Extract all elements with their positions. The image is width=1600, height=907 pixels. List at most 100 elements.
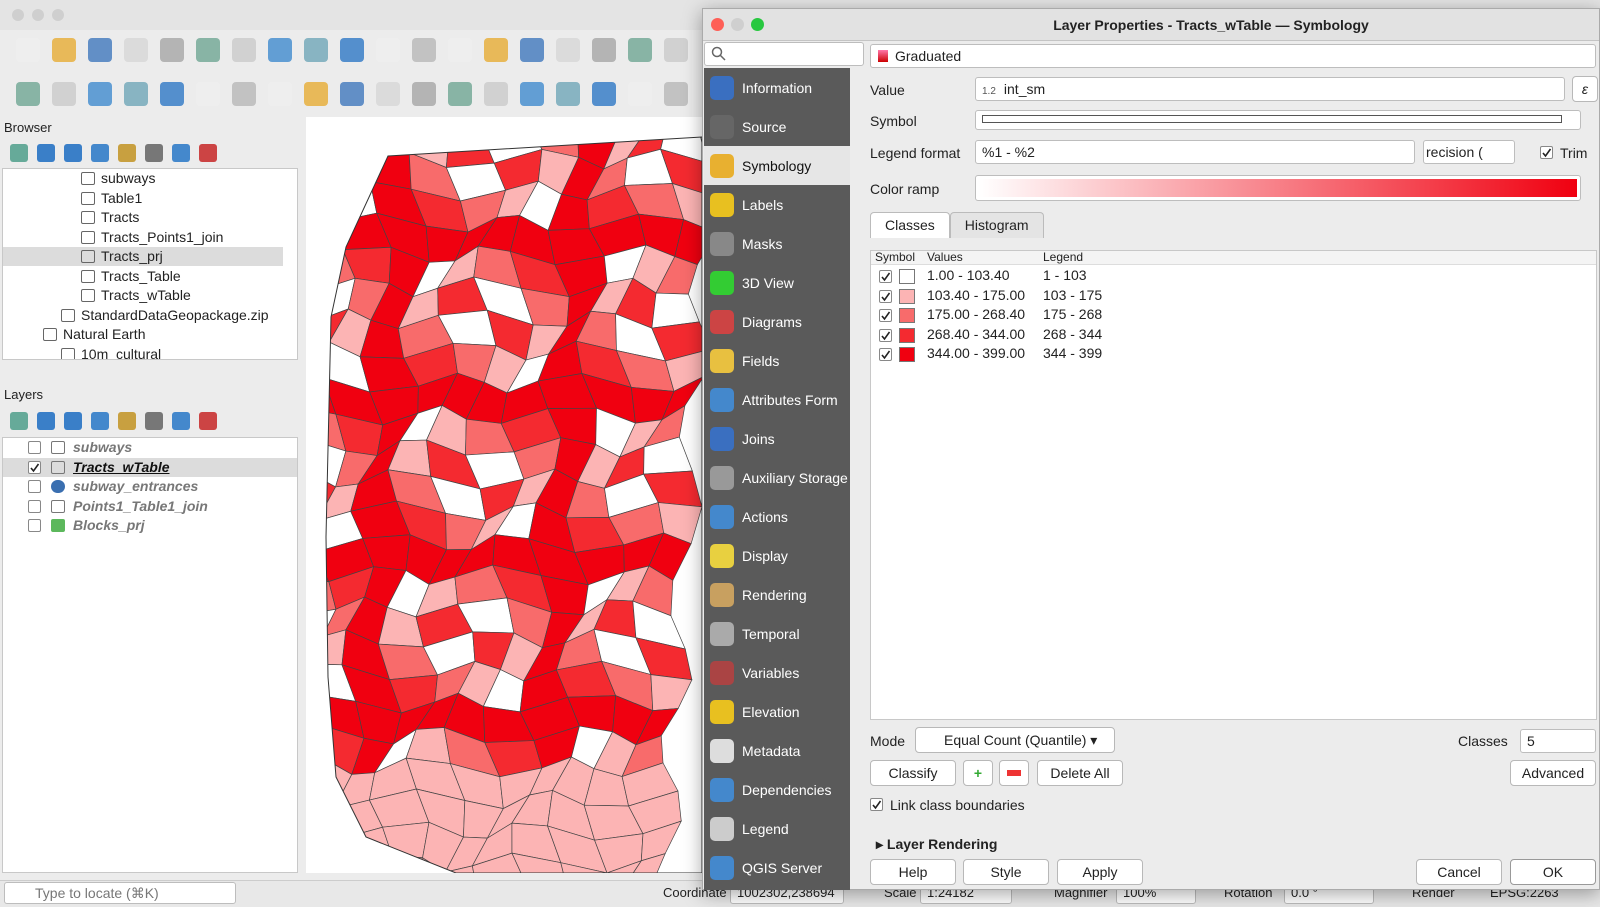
- layer-checkbox[interactable]: [28, 480, 41, 493]
- tool-icon[interactable]: [160, 82, 184, 106]
- sidebar-search[interactable]: [704, 42, 864, 66]
- dialog-close[interactable]: [711, 18, 724, 31]
- panel-tool[interactable]: [10, 412, 28, 430]
- layer-item[interactable]: Tracts_wTable: [3, 457, 297, 477]
- sidebar-item[interactable]: Temporal: [704, 614, 850, 653]
- panel-tool[interactable]: [172, 144, 190, 162]
- panel-tool[interactable]: [37, 412, 55, 430]
- tool-icon[interactable]: [340, 82, 364, 106]
- sidebar-item[interactable]: Masks: [704, 224, 850, 263]
- browser-item[interactable]: 10m_cultural: [3, 345, 283, 359]
- tool-icon[interactable]: [664, 38, 688, 62]
- precision[interactable]: recision (: [1423, 140, 1515, 164]
- layer-checkbox[interactable]: [28, 441, 41, 454]
- sidebar-item[interactable]: Metadata: [704, 731, 850, 770]
- browser-item[interactable]: subways: [3, 169, 283, 188]
- tool-icon[interactable]: [664, 82, 688, 106]
- style-button[interactable]: Style: [963, 859, 1049, 885]
- tool-icon[interactable]: [628, 82, 652, 106]
- panel-tool[interactable]: [145, 412, 163, 430]
- sidebar-item[interactable]: Information: [704, 68, 850, 107]
- tool-icon[interactable]: [520, 82, 544, 106]
- panel-tool[interactable]: [199, 144, 217, 162]
- sidebar-item[interactable]: 3D View: [704, 263, 850, 302]
- layer-checkbox[interactable]: [28, 460, 41, 474]
- tool-icon[interactable]: [160, 38, 184, 62]
- tab[interactable]: Classes: [870, 212, 950, 238]
- tool-icon[interactable]: [304, 82, 328, 106]
- panel-tool[interactable]: [64, 144, 82, 162]
- sidebar-item[interactable]: Joins: [704, 419, 850, 458]
- tool-icon[interactable]: [16, 82, 40, 106]
- tool-icon[interactable]: [52, 82, 76, 106]
- sidebar-item[interactable]: Diagrams: [704, 302, 850, 341]
- class-swatch[interactable]: [899, 288, 915, 304]
- tool-icon[interactable]: [232, 38, 256, 62]
- class-checkbox[interactable]: [879, 348, 892, 361]
- color-ramp[interactable]: [975, 175, 1581, 201]
- panel-tool[interactable]: [118, 412, 136, 430]
- tool-icon[interactable]: [520, 38, 544, 62]
- dialog-max[interactable]: [751, 18, 764, 31]
- help-button[interactable]: Help: [870, 859, 956, 885]
- class-swatch[interactable]: [899, 347, 915, 362]
- browser-item[interactable]: Table1: [3, 189, 283, 208]
- browser-item[interactable]: Natural Earth: [3, 325, 283, 344]
- browser-item[interactable]: Tracts: [3, 208, 283, 227]
- mode-combo[interactable]: Equal Count (Quantile) ▾: [915, 727, 1115, 753]
- class-checkbox[interactable]: [879, 289, 892, 303]
- tool-icon[interactable]: [88, 82, 112, 106]
- map-canvas[interactable]: [306, 117, 702, 873]
- tool-icon[interactable]: [412, 38, 436, 62]
- layer-item[interactable]: Blocks_prj: [3, 516, 297, 535]
- tool-icon[interactable]: [448, 82, 472, 106]
- class-swatch[interactable]: [899, 269, 915, 284]
- panel-tool[interactable]: [145, 144, 163, 162]
- layer-item[interactable]: subways: [3, 438, 297, 457]
- tool-icon[interactable]: [196, 82, 220, 106]
- classify-button[interactable]: Classify: [870, 760, 956, 786]
- layer-checkbox[interactable]: [28, 499, 41, 513]
- legend-format[interactable]: %1 - %2: [975, 140, 1415, 164]
- layer-item[interactable]: Points1_Table1_join: [3, 497, 297, 516]
- advanced-button[interactable]: Advanced: [1510, 760, 1596, 786]
- tool-icon[interactable]: [448, 38, 472, 62]
- tool-icon[interactable]: [592, 38, 616, 62]
- add-class-button[interactable]: +: [963, 760, 993, 786]
- delete-all-button[interactable]: Delete All: [1037, 760, 1123, 786]
- min-dot[interactable]: [32, 9, 44, 21]
- tool-icon[interactable]: [484, 82, 508, 106]
- class-checkbox[interactable]: [879, 328, 892, 342]
- browser-item[interactable]: Tracts_wTable: [3, 286, 283, 305]
- layer-rendering[interactable]: ▸ Layer Rendering: [876, 836, 998, 852]
- panel-tool[interactable]: [37, 144, 55, 162]
- sidebar-item[interactable]: Attributes Form: [704, 380, 850, 419]
- tool-icon[interactable]: [484, 38, 508, 62]
- panel-tool[interactable]: [91, 144, 109, 162]
- ok-button[interactable]: OK: [1510, 859, 1596, 885]
- class-swatch[interactable]: [899, 327, 915, 343]
- sidebar-item[interactable]: Actions: [704, 497, 850, 536]
- browser-item[interactable]: Tracts_Points1_join: [3, 228, 283, 247]
- dialog-min[interactable]: [731, 18, 744, 31]
- tool-icon[interactable]: [412, 82, 436, 106]
- apply-button[interactable]: Apply: [1057, 859, 1143, 885]
- class-checkbox[interactable]: [879, 270, 892, 283]
- browser-item[interactable]: StandardDataGeopackage.zip: [3, 306, 283, 325]
- link-checkbox[interactable]: [870, 798, 883, 811]
- panel-tool[interactable]: [199, 412, 217, 430]
- tool-icon[interactable]: [124, 38, 148, 62]
- trim-checkbox[interactable]: [1540, 146, 1553, 159]
- class-swatch[interactable]: [899, 308, 915, 323]
- remove-class-button[interactable]: [999, 760, 1029, 786]
- sidebar-item[interactable]: Elevation: [704, 692, 850, 731]
- sidebar-item[interactable]: QGIS Server: [704, 848, 850, 887]
- sidebar-item[interactable]: Labels: [704, 185, 850, 224]
- tool-icon[interactable]: [268, 38, 292, 62]
- layer-item[interactable]: subway_entrances: [3, 477, 297, 496]
- sidebar-item[interactable]: Symbology: [704, 146, 850, 185]
- panel-tool[interactable]: [64, 412, 82, 430]
- tool-icon[interactable]: [268, 82, 292, 106]
- symbol-button[interactable]: [975, 110, 1581, 130]
- tool-icon[interactable]: [52, 38, 76, 62]
